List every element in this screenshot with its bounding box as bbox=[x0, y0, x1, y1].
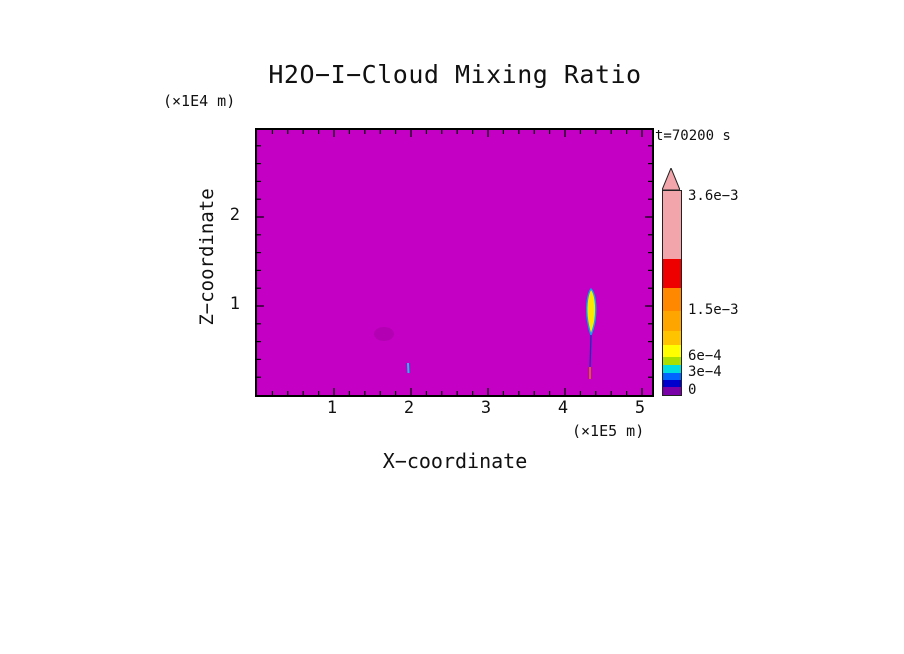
cloud-feature-main-plume bbox=[586, 287, 597, 338]
y-tick-label-1: 1 bbox=[229, 294, 240, 314]
y-tick-label-2: 2 bbox=[229, 205, 240, 225]
colorbar-label-0: 0 bbox=[688, 382, 697, 398]
colorbar-label-6e-4: 6e−4 bbox=[688, 348, 722, 364]
colorbar-arrow-triangle bbox=[662, 168, 680, 190]
colorbar-segment bbox=[663, 357, 681, 365]
colorbar-segment bbox=[663, 365, 681, 373]
colorbar-label-3e-4: 3e−4 bbox=[688, 364, 722, 380]
colorbar-segment bbox=[663, 311, 681, 331]
cloud-features bbox=[374, 287, 597, 379]
x-tick-label-5: 5 bbox=[634, 398, 646, 418]
x-tick-label-1: 1 bbox=[326, 398, 338, 418]
colorbar-segment bbox=[663, 387, 681, 395]
y-axis-unit-label: (×1E4 m) bbox=[163, 92, 236, 110]
plot-canvas bbox=[257, 130, 652, 395]
x-axis-unit-label: (×1E5 m) bbox=[572, 422, 645, 440]
colorbar-segment bbox=[663, 373, 681, 380]
colorbar-segment bbox=[663, 380, 681, 387]
colorbar-segment bbox=[663, 191, 681, 259]
colorbar-segment bbox=[663, 331, 681, 345]
x-axis-title: X−coordinate bbox=[382, 449, 528, 473]
cloud-feature-small-speck bbox=[407, 362, 410, 374]
x-tick-label-4: 4 bbox=[557, 398, 569, 418]
axis-ticks bbox=[257, 130, 652, 395]
colorbar-stack bbox=[662, 190, 682, 396]
colorbar-segment bbox=[663, 259, 681, 288]
colorbar-label-1.5e-3: 1.5e−3 bbox=[688, 302, 739, 318]
colorbar-overflow-arrow bbox=[662, 168, 680, 190]
plot-area bbox=[255, 128, 654, 397]
cloud-plume-stem bbox=[589, 334, 592, 368]
colorbar-segment bbox=[663, 345, 681, 357]
chart-title: H2O−I−Cloud Mixing Ratio bbox=[268, 60, 642, 89]
x-tick-label-3: 3 bbox=[480, 398, 492, 418]
faint-cloud-smudge bbox=[374, 327, 394, 341]
colorbar-label-3.6e-3: 3.6e−3 bbox=[688, 188, 739, 204]
x-tick-label-2: 2 bbox=[403, 398, 415, 418]
time-annotation: t=70200 s bbox=[655, 128, 731, 144]
colorbar-segment bbox=[663, 288, 681, 311]
